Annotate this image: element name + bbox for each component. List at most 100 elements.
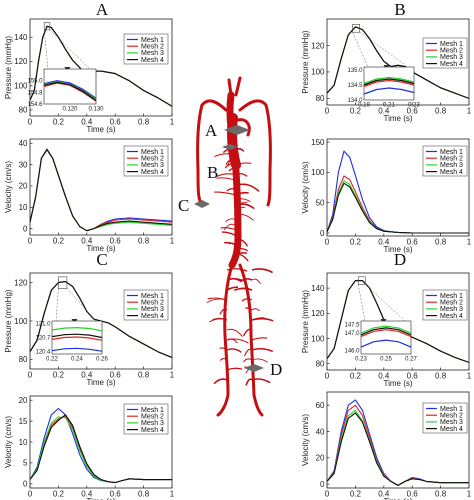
- y-tick-label: 140: [14, 33, 28, 42]
- y-tick-label: 120: [14, 57, 28, 66]
- x-tick-label: 0.4: [81, 490, 93, 499]
- chart-D-pressure: 0 0.2 0.4 0.6 0.8 1 80 100 120 140 Time (s) Pressur…: [301, 272, 472, 388]
- chart-C-velocity: 00.20.40.60.8105101520Time (s)Velocity (…: [4, 395, 175, 500]
- legend-label: Mesh 3: [141, 50, 164, 57]
- x-tick-label: 1: [170, 237, 175, 246]
- series-line-mesh-4: [327, 412, 469, 486]
- zoom-connector: [43, 29, 49, 70]
- inset-y-tick-label: 154.6: [27, 102, 43, 108]
- x-tick-label: 0.2: [350, 238, 362, 247]
- y-tick-label: 100: [311, 168, 325, 177]
- inset-x-tick-label: 0.21: [383, 103, 395, 109]
- y-tick-label: 20: [19, 182, 28, 191]
- legend-label: Mesh 4: [141, 427, 164, 434]
- inset-y-tick-label: 155.0: [27, 79, 43, 85]
- artery-branch: [251, 317, 265, 321]
- x-tick-label: 0.4: [81, 237, 93, 246]
- y-tick-label: 0: [23, 224, 28, 233]
- legend-label: Mesh 2: [141, 44, 164, 51]
- legend-label: Mesh 4: [440, 169, 463, 176]
- legend-label: Mesh 3: [141, 420, 164, 427]
- artery-branch: [216, 173, 237, 178]
- legend-label: Mesh 2: [141, 414, 164, 421]
- zoom-connector: [66, 288, 97, 322]
- artery-branch: [239, 278, 253, 283]
- series-line-mesh-4: [30, 414, 172, 484]
- zoom-connector: [49, 29, 91, 70]
- artery-branch: [234, 198, 251, 203]
- y-tick-label: 80: [316, 360, 325, 369]
- x-tick-label: 0.4: [378, 107, 390, 116]
- legend-label: Mesh 3: [440, 54, 463, 61]
- artery-branch: [214, 191, 236, 196]
- location-marker-b: [222, 144, 238, 150]
- x-tick-label: 0.2: [53, 490, 65, 499]
- x-tick-label: 0.2: [350, 107, 362, 116]
- x-tick-label: 0.6: [407, 372, 419, 381]
- x-tick-label: 0: [325, 238, 330, 247]
- legend-label: Mesh 3: [440, 419, 463, 426]
- x-tick-label: 0.8: [435, 238, 447, 247]
- y-tick-label: 120: [14, 278, 28, 287]
- artery-branch: [251, 268, 272, 272]
- legend-label: Mesh 1: [141, 37, 164, 44]
- x-axis-label: Time (s): [86, 125, 115, 134]
- artery-branch: [226, 338, 249, 344]
- x-tick-label: 0.2: [53, 237, 65, 246]
- inset-y-tick-label: 121.0: [35, 321, 51, 327]
- x-tick-label: 1: [170, 118, 175, 127]
- artery-segment: [252, 393, 264, 417]
- inset-x-tick-label: 0.24: [71, 357, 83, 363]
- inset-y-tick-label: 146.0: [344, 349, 360, 355]
- legend-label: Mesh 1: [141, 407, 164, 414]
- zoom-box: [58, 276, 68, 289]
- location-label-a: A: [205, 121, 218, 140]
- legend-label: Mesh 1: [141, 293, 164, 300]
- arterial-tree-illustration: [196, 76, 274, 417]
- x-tick-label: 0: [325, 372, 330, 381]
- inset-x-tick-label: 0.130: [88, 107, 104, 113]
- artery-segment: [238, 99, 272, 207]
- artery-branch: [245, 378, 253, 386]
- inset-x-tick-label: 0.19: [358, 103, 370, 109]
- artery-branch: [226, 367, 243, 371]
- legend-label: Mesh 4: [141, 169, 164, 176]
- x-tick-label: 0.2: [350, 490, 362, 499]
- zoom-box: [352, 23, 360, 33]
- artery-branch: [226, 188, 237, 192]
- x-tick-label: 0.2: [53, 118, 65, 127]
- y-axis-label: Pressure (mmHg): [4, 36, 13, 99]
- x-tick-label: 0.6: [110, 237, 122, 246]
- x-tick-label: 0.4: [81, 118, 93, 127]
- legend-label: Mesh 1: [440, 149, 463, 156]
- x-tick-label: 0: [28, 490, 33, 499]
- location-label-c: C: [178, 196, 189, 215]
- zoom-connector: [55, 288, 59, 322]
- x-tick-label: 0.4: [378, 490, 390, 499]
- legend-label: Mesh 4: [440, 61, 463, 68]
- artery-branch: [216, 177, 235, 181]
- y-tick-label: 0: [320, 480, 325, 489]
- y-tick-label: 0: [23, 480, 28, 489]
- inset-y-tick-label: 135.0: [347, 68, 363, 74]
- panel-letter-a: A: [96, 0, 109, 19]
- x-tick-label: 0: [28, 237, 33, 246]
- x-tick-label: 0.6: [110, 490, 122, 499]
- location-marker-c: [194, 200, 210, 208]
- legend-label: Mesh 3: [141, 162, 164, 169]
- inset-series-line: [363, 78, 415, 86]
- x-tick-label: 0.4: [378, 238, 390, 247]
- artery-branch: [235, 173, 248, 177]
- legend-label: Mesh 2: [141, 156, 164, 163]
- x-tick-label: 0.6: [407, 490, 419, 499]
- artery-branch: [219, 347, 228, 351]
- zoom-connector: [359, 32, 409, 68]
- artery-branch: [251, 348, 274, 353]
- x-tick-label: 0.2: [53, 371, 65, 380]
- artery-branch: [251, 378, 271, 384]
- x-tick-label: 0.8: [435, 372, 447, 381]
- inset-x-tick-label: 0.27: [405, 357, 417, 363]
- x-tick-label: 0.6: [407, 238, 419, 247]
